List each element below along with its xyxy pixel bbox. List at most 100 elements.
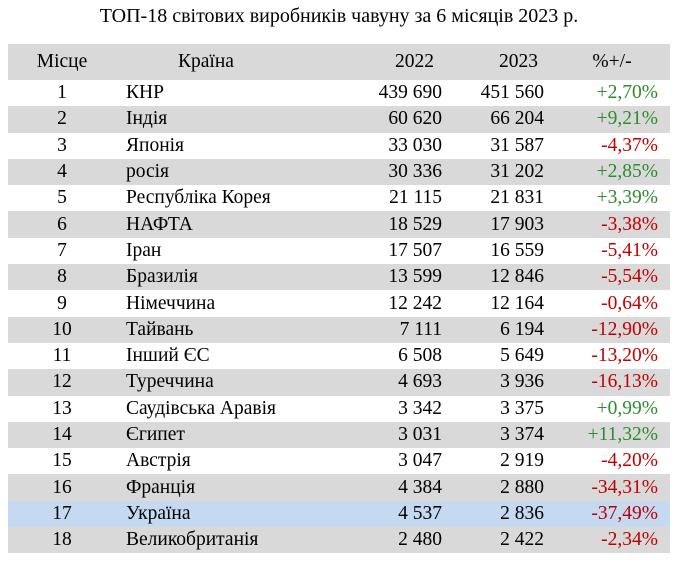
value-2022-cell: 2 480 [334, 527, 448, 554]
place-cell: 9 [57, 292, 67, 314]
header-2023: 2023 [448, 44, 554, 80]
table-row: 14 Єгипет 3 031 3 374 +11,32% [8, 421, 670, 449]
place-cell: 8 [8, 264, 116, 291]
country-cell: Інший ЄС [126, 345, 210, 367]
value-2023-cell: 2 919 [500, 450, 544, 472]
change-cell: -0,64% [601, 292, 658, 314]
country-cell: Австрія [126, 450, 191, 472]
place-cell: 10 [8, 316, 116, 343]
country-cell: Франція [116, 474, 334, 501]
place-cell: 15 [52, 450, 72, 472]
place-cell: 2 [8, 106, 116, 133]
change-cell: -4,20% [601, 450, 658, 472]
producers-table: Місце Країна 2022 2023 %+/- 1 КНР 439 690 4… [8, 44, 670, 554]
change-cell: -5,54% [554, 264, 670, 291]
country-cell: Єгипет [116, 421, 334, 449]
table-row: 13 Саудівська Аравія 3 342 3 375 +0,99% [8, 396, 670, 422]
table-row: 4 росія 30 336 31 202 +2,85% [8, 158, 670, 186]
country-cell: Індія [116, 106, 334, 133]
country-cell: Бразилія [116, 264, 334, 291]
value-2023-cell: 5 649 [500, 345, 544, 367]
value-2022-cell: 439 690 [378, 82, 442, 104]
header-country: Країна [116, 44, 334, 80]
change-cell: +2,85% [554, 158, 670, 186]
value-2023-cell: 21 831 [490, 187, 544, 209]
header-2022: 2022 [334, 44, 448, 80]
value-2022-cell: 21 115 [389, 187, 442, 209]
table-row: 2 Індія 60 620 66 204 +9,21% [8, 106, 670, 133]
value-2023-cell: 12 846 [448, 264, 554, 291]
value-2022-cell: 3 031 [334, 421, 448, 449]
country-cell: Саудівська Аравія [126, 397, 276, 419]
table-row: 6 НАФТА 18 529 17 903 -3,38% [8, 211, 670, 238]
table-row: 18 Великобританія 2 480 2 422 -2,34% [8, 527, 670, 554]
table-row: 9 Німеччина 12 242 12 164 -0,64% [8, 290, 670, 316]
value-2022-cell: 4 537 [334, 500, 448, 528]
value-2023-cell: 31 202 [448, 158, 554, 186]
change-cell: +0,99% [596, 397, 658, 419]
country-cell: Японія [126, 134, 185, 156]
country-cell: НАФТА [116, 211, 334, 238]
table-row: 17 Україна 4 537 2 836 -37,49% [8, 500, 670, 528]
country-cell: Тайвань [116, 316, 334, 343]
header-change: %+/- [554, 44, 670, 80]
value-2022-cell: 3 342 [398, 397, 442, 419]
place-cell: 7 [57, 239, 67, 261]
change-cell: +3,39% [596, 187, 658, 209]
change-cell: -16,13% [554, 369, 670, 396]
place-cell: 18 [8, 527, 116, 554]
value-2022-cell: 4 693 [334, 369, 448, 396]
change-cell: +2,70% [596, 82, 658, 104]
table-row: 3 Японія 33 030 31 587 -4,37% [8, 133, 670, 159]
place-cell: 3 [57, 134, 67, 156]
value-2022-cell: 17 507 [388, 239, 442, 261]
value-2023-cell: 2 422 [448, 527, 554, 554]
place-cell: 5 [57, 187, 67, 209]
table-row: 16 Франція 4 384 2 880 -34,31% [8, 474, 670, 501]
table-row: 5 Республіка Корея 21 115 21 831 +3,39% [8, 185, 670, 211]
table-header-row: Місце Країна 2022 2023 %+/- [8, 44, 670, 80]
table-row: 8 Бразилія 13 599 12 846 -5,54% [8, 264, 670, 291]
value-2022-cell: 3 047 [398, 450, 442, 472]
value-2023-cell: 3 936 [448, 369, 554, 396]
value-2022-cell: 13 599 [334, 264, 448, 291]
place-cell: 1 [57, 82, 67, 104]
value-2023-cell: 66 204 [448, 106, 554, 133]
value-2022-cell: 18 529 [334, 211, 448, 238]
table-title: ТОП-18 світових виробників чавуну за 6 м… [99, 5, 579, 27]
place-cell: 11 [52, 345, 72, 367]
country-cell: росія [116, 158, 334, 186]
change-cell: -4,37% [601, 134, 658, 156]
country-cell: Великобританія [116, 527, 334, 554]
change-cell: -3,38% [554, 211, 670, 238]
change-cell: -13,20% [591, 345, 658, 367]
value-2023-cell: 3 375 [500, 397, 544, 419]
table-row: 10 Тайвань 7 111 6 194 -12,90% [8, 316, 670, 343]
table-row: 15 Австрія 3 047 2 919 -4,20% [8, 448, 670, 474]
change-cell: +9,21% [554, 106, 670, 133]
country-cell: Туреччина [116, 369, 334, 396]
place-cell: 16 [8, 474, 116, 501]
table-row: 7 Іран 17 507 16 559 -5,41% [8, 238, 670, 264]
value-2023-cell: 451 560 [480, 82, 544, 104]
place-cell: 13 [52, 397, 72, 419]
place-cell: 12 [8, 369, 116, 396]
table-row: 1 КНР 439 690 451 560 +2,70% [8, 80, 670, 106]
change-cell: -37,49% [554, 500, 670, 528]
value-2023-cell: 31 587 [490, 134, 544, 156]
table-row: 12 Туреччина 4 693 3 936 -16,13% [8, 369, 670, 396]
value-2023-cell: 2 836 [448, 500, 554, 528]
country-cell: Україна [116, 500, 334, 528]
value-2022-cell: 12 242 [388, 292, 442, 314]
value-2023-cell: 17 903 [448, 211, 554, 238]
change-cell: -12,90% [554, 316, 670, 343]
header-place: Місце [8, 44, 116, 80]
value-2023-cell: 16 559 [490, 239, 544, 261]
change-cell: +11,32% [554, 421, 670, 449]
country-cell: Республіка Корея [126, 187, 271, 209]
value-2022-cell: 33 030 [388, 134, 442, 156]
value-2022-cell: 7 111 [334, 316, 448, 343]
value-2023-cell: 6 194 [448, 316, 554, 343]
value-2023-cell: 2 880 [448, 474, 554, 501]
